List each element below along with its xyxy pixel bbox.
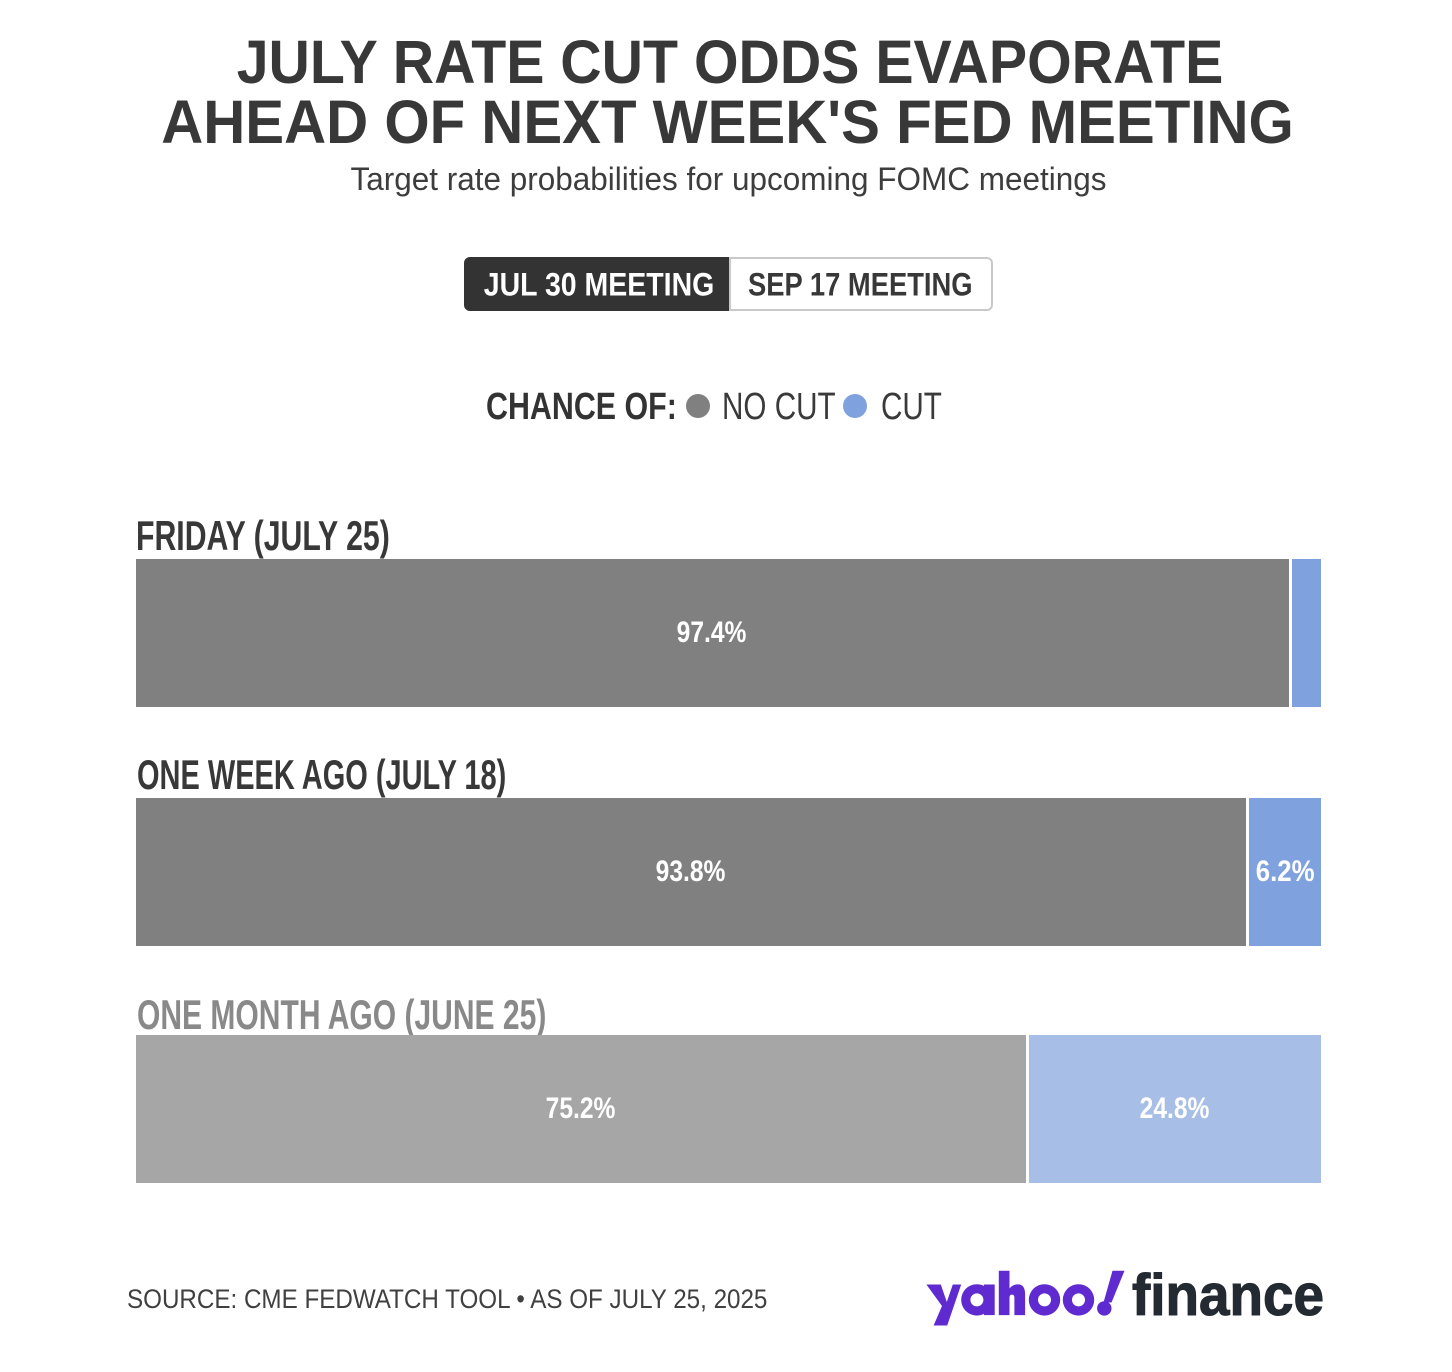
svg-text:finance: finance [1132, 1263, 1324, 1328]
